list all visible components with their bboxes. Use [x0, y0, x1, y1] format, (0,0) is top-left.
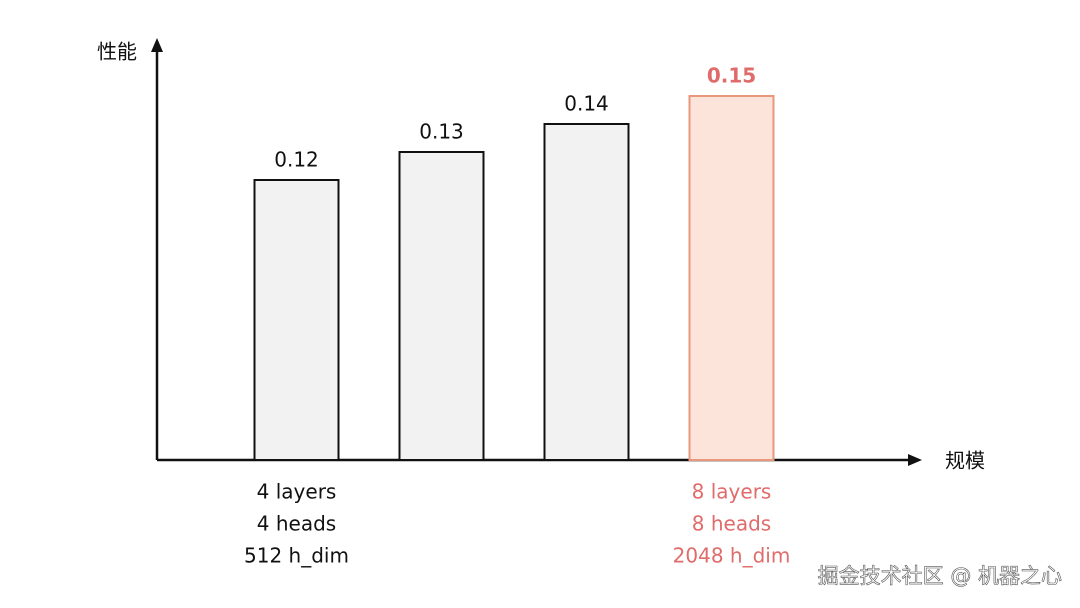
bar: [543, 123, 630, 461]
value-label: 0.14: [564, 92, 609, 116]
x-axis-arrow: [908, 454, 922, 466]
y-axis-arrow: [151, 38, 163, 52]
x-tick-label: 4 layers: [257, 480, 337, 504]
value-label: 0.12: [274, 148, 319, 172]
x-tick-label: 8 layers: [692, 480, 772, 504]
bar: [688, 95, 775, 461]
bar: [253, 179, 340, 461]
value-label: 0.15: [707, 64, 756, 88]
value-label: 0.13: [419, 120, 464, 144]
x-tick-label: 8 heads: [692, 512, 771, 536]
x-tick-label: 4 heads: [257, 512, 336, 536]
y-axis-label: 性能: [97, 40, 137, 64]
bar: [398, 151, 485, 461]
x-tick-label: 512 h_dim: [244, 544, 349, 568]
watermark: 掘金技术社区 @ 机器之心: [818, 564, 1062, 588]
x-axis-label: 规模: [945, 449, 985, 473]
x-tick-label: 2048 h_dim: [673, 544, 791, 568]
